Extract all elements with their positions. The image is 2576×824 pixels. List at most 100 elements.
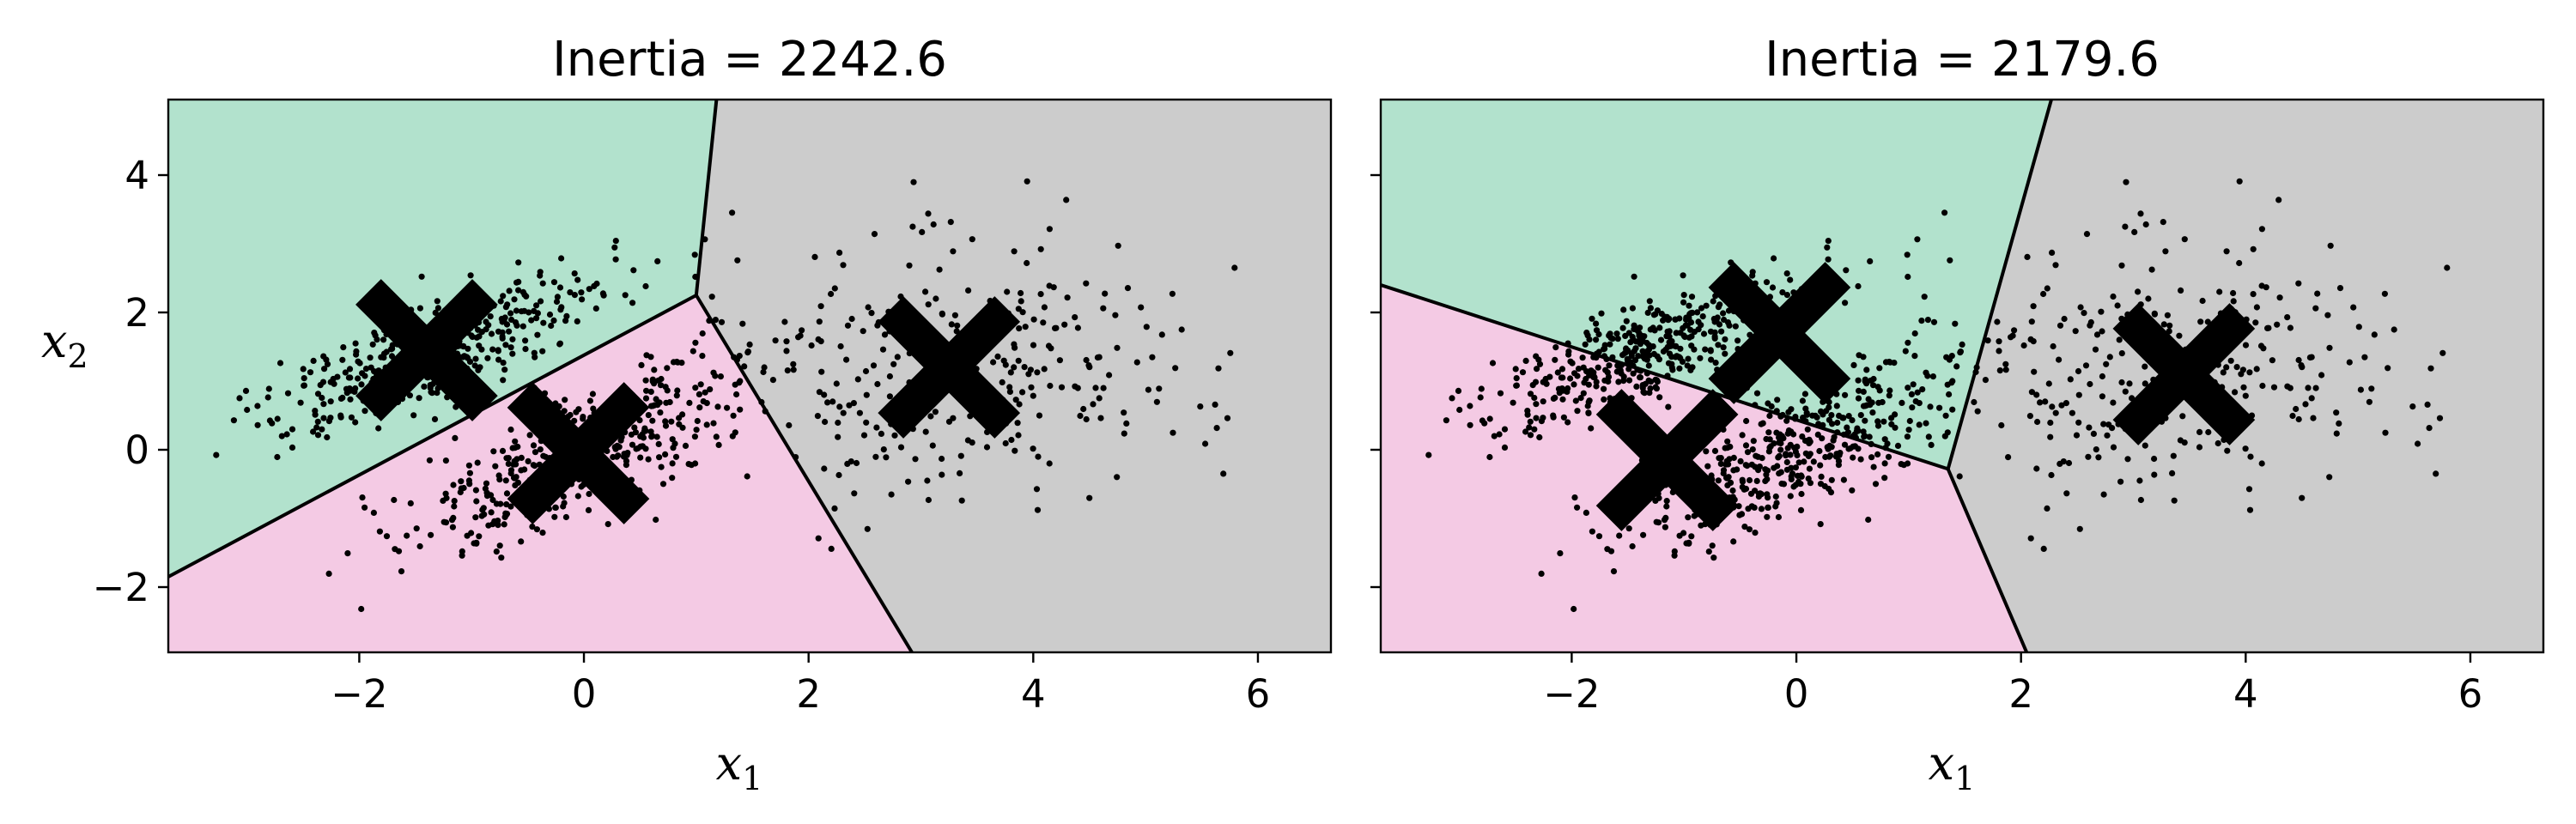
data-point — [1496, 431, 1503, 438]
data-point — [1722, 474, 1730, 482]
data-point — [2162, 248, 2169, 255]
data-point — [1158, 331, 1165, 338]
data-point — [1145, 386, 1151, 393]
data-point — [490, 448, 497, 455]
data-point — [327, 398, 334, 405]
data-point — [922, 288, 929, 295]
data-point — [645, 456, 652, 463]
data-point — [340, 344, 347, 351]
data-point — [465, 462, 473, 469]
data-point — [476, 342, 483, 349]
data-point — [1842, 391, 1849, 398]
data-point — [507, 344, 514, 351]
data-point — [831, 285, 838, 292]
data-point — [816, 318, 823, 325]
data-point — [1559, 396, 1566, 403]
data-point — [450, 514, 457, 522]
data-point — [1533, 415, 1540, 421]
data-point — [1820, 411, 1826, 418]
left-plot-panel: −2 0 2 4 6 −2 0 2 4 Inertia = 2242.6 x1 x2 — [41, 32, 1333, 797]
data-point — [1835, 457, 1843, 464]
data-point — [1650, 312, 1657, 318]
data-point — [580, 415, 586, 422]
data-point — [1074, 324, 1081, 331]
data-point — [1655, 519, 1662, 526]
data-point — [465, 477, 473, 484]
data-point — [431, 415, 439, 422]
data-point — [1646, 390, 1653, 397]
data-point — [1825, 256, 1832, 263]
data-point — [1595, 330, 1602, 338]
axes-frame — [1379, 98, 2545, 654]
data-point — [2030, 338, 2037, 345]
data-point — [1972, 368, 1979, 376]
data-point — [835, 471, 842, 479]
data-point — [2236, 178, 2243, 185]
data-point — [1996, 338, 2002, 345]
data-point — [1695, 318, 1702, 325]
data-point — [2110, 399, 2117, 406]
data-point — [1686, 314, 1692, 322]
data-point — [643, 352, 650, 359]
data-point — [1738, 511, 1746, 518]
data-point — [578, 289, 585, 296]
data-point — [427, 385, 434, 391]
data-point — [1847, 445, 1854, 451]
data-point — [816, 389, 823, 396]
data-point — [1850, 454, 1856, 461]
data-point — [1865, 396, 1872, 403]
data-point — [483, 480, 490, 487]
data-point — [574, 318, 580, 324]
data-point — [2436, 415, 2444, 421]
data-point — [2031, 368, 2038, 375]
data-point — [488, 509, 495, 516]
data-point — [1751, 504, 1758, 512]
data-point — [460, 342, 467, 349]
data-point — [1814, 431, 1821, 438]
data-point — [2196, 428, 2203, 435]
data-point — [874, 380, 881, 388]
data-point — [1982, 377, 1989, 384]
data-point — [2444, 264, 2451, 271]
data-point — [2044, 505, 2050, 512]
data-point — [550, 317, 557, 324]
data-point — [1598, 310, 1605, 317]
data-point — [1615, 379, 1622, 385]
data-point — [476, 533, 483, 540]
data-point — [1766, 436, 1773, 443]
data-point — [653, 433, 660, 440]
data-point — [1657, 336, 1665, 343]
data-point — [2118, 262, 2125, 269]
data-point — [1739, 478, 1747, 485]
axes-frame — [167, 98, 1333, 654]
data-point — [1984, 337, 1991, 344]
data-point — [2232, 389, 2239, 396]
data-point — [1630, 370, 1637, 377]
data-point — [518, 467, 525, 474]
data-point — [473, 539, 480, 546]
data-point — [443, 494, 450, 501]
data-point — [925, 496, 932, 504]
data-point — [519, 288, 527, 295]
data-point — [714, 403, 721, 410]
data-point — [1491, 433, 1498, 439]
data-point — [1006, 388, 1013, 395]
data-point — [478, 512, 485, 519]
data-point — [1919, 386, 1926, 393]
data-point — [449, 524, 457, 530]
data-point — [319, 379, 327, 385]
data-point — [513, 322, 520, 329]
data-point — [692, 385, 699, 391]
data-point — [811, 253, 818, 260]
data-point — [1644, 309, 1651, 316]
data-point — [1138, 304, 1145, 311]
plot-area — [1381, 100, 2543, 652]
data-point — [1086, 494, 1093, 501]
data-point — [682, 442, 690, 450]
data-point — [428, 390, 435, 397]
data-point — [1716, 301, 1723, 308]
data-point — [1560, 414, 1567, 421]
data-point — [1004, 288, 1011, 295]
data-point — [500, 377, 507, 384]
data-point — [1746, 526, 1753, 533]
